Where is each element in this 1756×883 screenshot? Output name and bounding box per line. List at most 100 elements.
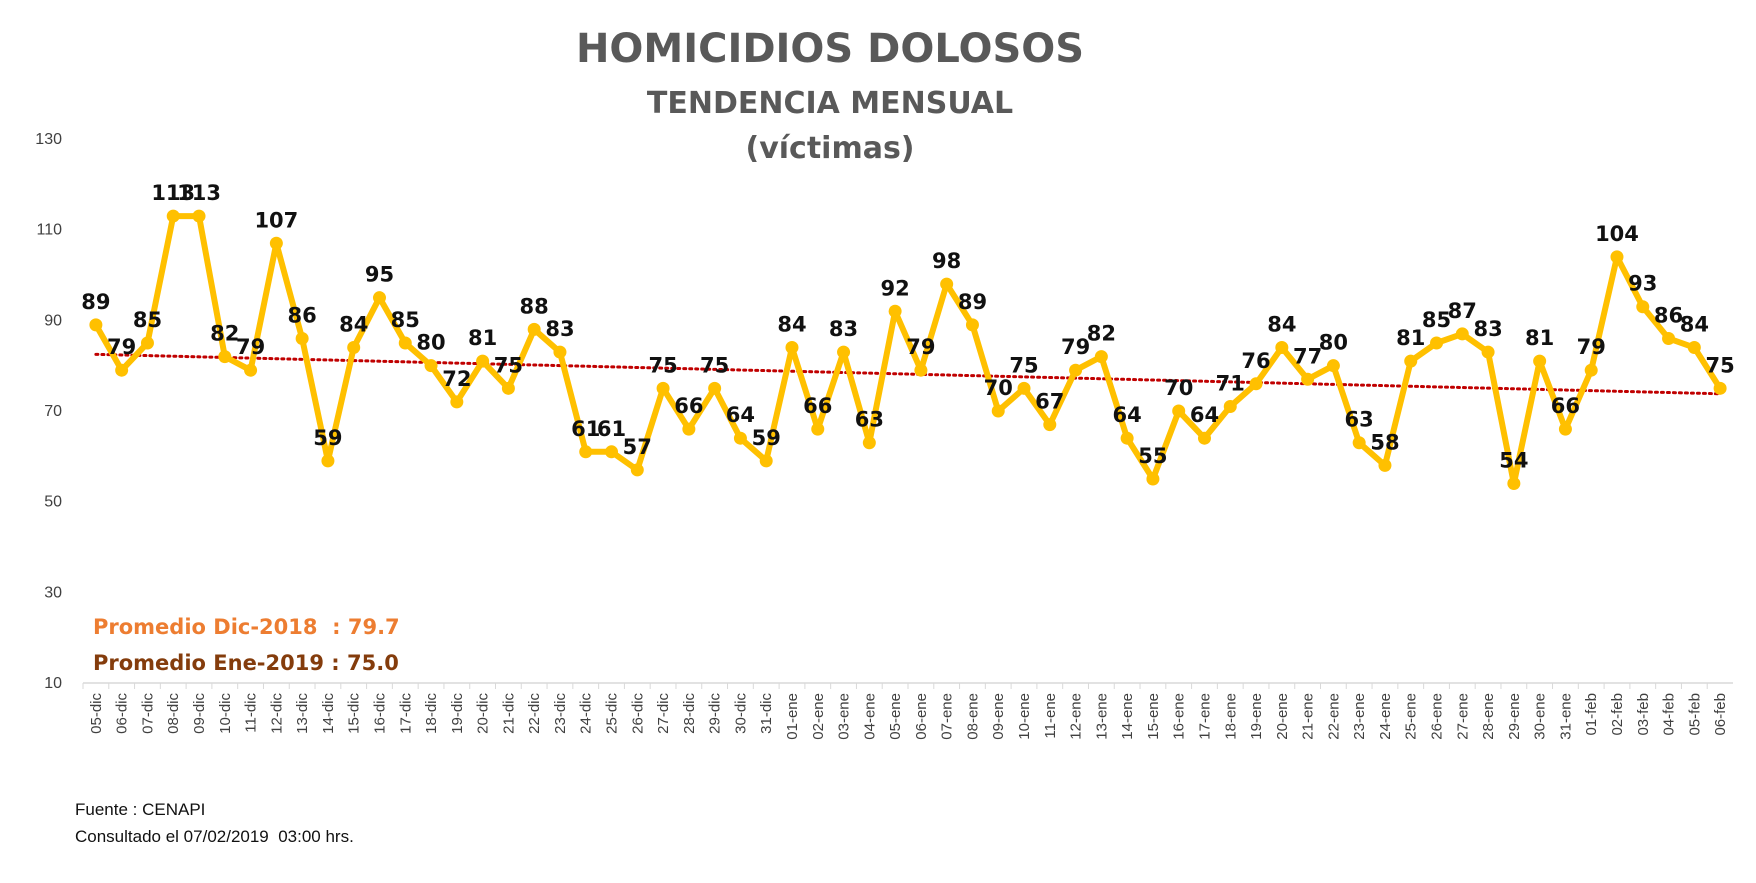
- x-axis: 05-dic 06-dic 07-dic 08-dic 09-dic 10-dic 11-d…: [82, 683, 1729, 740]
- x-tick-label: 20-dic: [475, 693, 492, 734]
- data-point: [991, 404, 1005, 418]
- data-point: [1120, 431, 1134, 445]
- x-tick-label: 11-ene: [1042, 693, 1059, 739]
- data-point: [295, 331, 309, 345]
- data-label: 63: [1345, 408, 1374, 432]
- data-point: [1430, 336, 1444, 350]
- x-tick-label: 13-ene: [1093, 693, 1110, 740]
- data-label: 79: [1061, 335, 1090, 359]
- data-point: [1223, 399, 1237, 413]
- x-tick-label: 04-ene: [861, 693, 878, 740]
- y-axis: 10 30 50 70 90 110 130: [35, 131, 62, 692]
- data-label: 75: [648, 353, 677, 377]
- x-tick-label: 22-dic: [526, 693, 543, 734]
- data-label: 80: [416, 331, 445, 355]
- data-label: 104: [1595, 222, 1639, 246]
- y-tick-label: 70: [44, 403, 62, 420]
- data-label: 54: [1499, 449, 1528, 473]
- data-point: [1507, 477, 1521, 491]
- y-tick-label: 130: [35, 131, 62, 148]
- data-label: 75: [494, 353, 523, 377]
- x-tick-label: 15-dic: [346, 693, 363, 734]
- data-label: 71: [1216, 371, 1245, 395]
- data-point: [1326, 359, 1340, 373]
- data-point: [579, 445, 593, 459]
- data-point: [424, 359, 438, 373]
- data-label: 84: [1680, 313, 1709, 337]
- data-label: 82: [1087, 322, 1116, 346]
- x-tick-label: 21-dic: [500, 693, 517, 734]
- series-line: [93, 213, 1723, 487]
- average-january: Promedio Ene-2019 : 75.0: [93, 651, 399, 675]
- data-label: 76: [1241, 349, 1270, 373]
- data-label: 75: [700, 353, 729, 377]
- data-label: 81: [1525, 326, 1554, 350]
- data-label: 86: [1654, 303, 1683, 327]
- x-tick-label: 08-dic: [165, 693, 182, 734]
- x-tick-label: 03-feb: [1635, 693, 1652, 736]
- data-label: 113: [151, 181, 195, 205]
- data-point: [527, 322, 541, 336]
- x-tick-label: 02-ene: [810, 693, 827, 740]
- data-point: [811, 422, 825, 436]
- data-label: 72: [442, 367, 471, 391]
- data-point: [1197, 431, 1211, 445]
- data-point: [1481, 345, 1495, 359]
- x-tick-label: 10-ene: [1016, 693, 1033, 740]
- data-point: [192, 209, 206, 223]
- data-label: 64: [726, 403, 755, 427]
- trend-line: [94, 352, 1722, 396]
- data-label: 82: [210, 322, 239, 346]
- x-tick-label: 09-ene: [990, 693, 1007, 740]
- x-tick-label: 05-ene: [887, 693, 904, 740]
- x-tick-label: 26-ene: [1429, 693, 1446, 740]
- data-point: [656, 381, 670, 395]
- x-tick-label: 16-dic: [371, 693, 388, 734]
- data-point: [450, 395, 464, 409]
- x-tick-label: 06-feb: [1712, 693, 1729, 736]
- data-label: 55: [1138, 444, 1167, 468]
- data-label: 64: [1113, 403, 1142, 427]
- data-label: 79: [1577, 335, 1606, 359]
- data-label: 61: [597, 417, 626, 441]
- x-tick-label: 18-ene: [1222, 693, 1239, 740]
- x-tick-label: 27-ene: [1454, 693, 1471, 740]
- y-tick-label: 50: [44, 494, 62, 511]
- data-point: [1636, 300, 1650, 314]
- data-point: [1455, 327, 1469, 341]
- data-point: [1094, 350, 1108, 364]
- data-point: [1404, 354, 1418, 368]
- x-tick-label: 19-dic: [449, 693, 466, 734]
- data-label: 57: [623, 435, 652, 459]
- data-label: 84: [1267, 313, 1296, 337]
- data-point: [553, 345, 567, 359]
- data-point: [166, 209, 180, 223]
- data-point: [940, 277, 954, 291]
- data-point: [785, 341, 799, 355]
- data-point: [759, 454, 773, 468]
- data-point: [1610, 250, 1624, 264]
- x-tick-label: 19-ene: [1248, 693, 1265, 740]
- y-tick-label: 90: [44, 312, 62, 329]
- x-tick-label: 20-ene: [1274, 693, 1291, 740]
- consulted-note: Consultado el 07/02/2019 03:00 hrs.: [75, 827, 354, 846]
- data-point: [888, 304, 902, 318]
- data-label: 89: [81, 290, 110, 314]
- data-label: 59: [752, 426, 781, 450]
- x-tick-label: 18-dic: [423, 693, 440, 734]
- data-point: [89, 318, 103, 332]
- x-tick-label: 07-ene: [939, 693, 956, 740]
- data-point: [1172, 404, 1186, 418]
- x-tick-label: 12-dic: [268, 693, 285, 734]
- x-tick-label: 06-dic: [114, 693, 131, 734]
- data-points: [89, 209, 1727, 491]
- data-label: 64: [1190, 403, 1219, 427]
- x-tick-label: 03-ene: [836, 693, 853, 740]
- data-point: [708, 381, 722, 395]
- x-tick-label: 23-dic: [552, 693, 569, 734]
- data-point: [1275, 341, 1289, 355]
- data-point: [1662, 331, 1676, 345]
- data-point: [321, 454, 335, 468]
- data-point: [244, 363, 258, 377]
